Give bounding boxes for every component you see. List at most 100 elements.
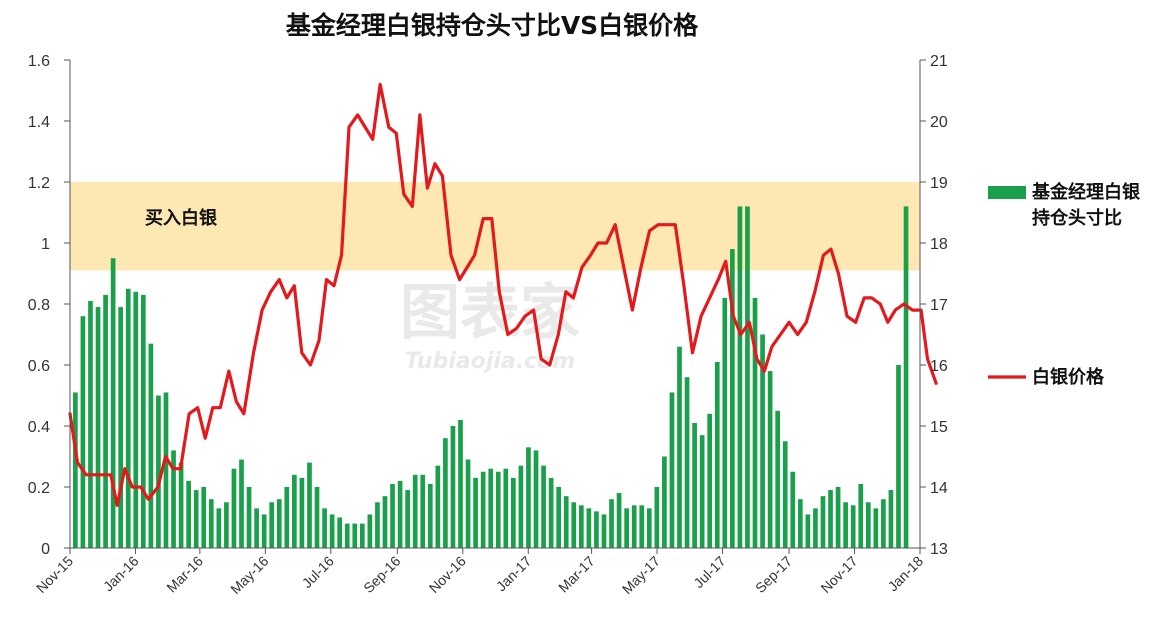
- bar: [790, 471, 796, 548]
- bar: [835, 487, 841, 548]
- left-tick-label: 0: [41, 541, 50, 558]
- bar: [239, 459, 244, 548]
- x-tick-label: May-16: [227, 553, 271, 597]
- right-tick-label: 14: [930, 480, 948, 497]
- bar: [397, 480, 403, 548]
- x-tick-label: Nov-16: [426, 553, 469, 596]
- bar: [563, 496, 569, 548]
- bar: [216, 508, 222, 548]
- bar: [420, 474, 426, 548]
- bar: [654, 487, 660, 548]
- silver-price-line: [68, 82, 938, 507]
- x-tick-label: Sep-16: [360, 553, 403, 596]
- bar: [254, 508, 259, 548]
- bar: [375, 502, 380, 548]
- right-tick-label: 15: [930, 419, 948, 436]
- bar: [646, 508, 652, 548]
- bar: [299, 477, 305, 548]
- bar: [337, 517, 343, 548]
- bar: [156, 395, 161, 548]
- bar: [820, 496, 826, 548]
- bar: [276, 499, 282, 548]
- right-tick-label: 13: [930, 541, 948, 558]
- left-tick-label: 1.4: [28, 114, 50, 131]
- bar: [73, 392, 78, 548]
- chart-title: 基金经理白银持仓头寸比VS白银价格: [286, 11, 699, 40]
- bar: [344, 523, 350, 548]
- bar: [465, 459, 471, 548]
- bar: [125, 288, 131, 548]
- bar: [133, 291, 139, 548]
- bar: [707, 413, 713, 548]
- left-tick-label: 0.6: [28, 358, 50, 375]
- bar: [745, 206, 750, 548]
- bar: [813, 508, 818, 548]
- bar: [473, 477, 478, 548]
- bar: [367, 514, 373, 548]
- bar: [186, 480, 191, 548]
- bar: [594, 511, 599, 548]
- bar: [639, 505, 645, 548]
- bar: [450, 426, 456, 548]
- bar: [511, 477, 516, 548]
- bar: [178, 462, 184, 548]
- x-tick-label: Jul-17: [690, 553, 728, 591]
- bar: [616, 493, 622, 548]
- left-tick-label: 0.4: [28, 419, 50, 436]
- right-tick-label: 21: [930, 53, 948, 70]
- bar: [843, 502, 848, 548]
- bar: [458, 419, 463, 548]
- bar: [903, 206, 909, 548]
- bar: [495, 471, 501, 548]
- bar: [888, 490, 894, 548]
- bar: [541, 465, 546, 548]
- bar: [103, 294, 108, 548]
- bar: [269, 502, 275, 548]
- left-tick-label: 1.6: [28, 53, 50, 70]
- watermark: 图表家 Tubiaojia.com: [400, 278, 580, 374]
- right-tick-label: 16: [930, 358, 948, 375]
- bar: [624, 508, 629, 548]
- bar: [571, 502, 577, 548]
- legend-label-bars-line1: 基金经理白银: [1031, 181, 1141, 203]
- bar: [261, 514, 267, 548]
- bar: [722, 297, 728, 548]
- bar: [110, 258, 116, 548]
- bar: [601, 514, 607, 548]
- bar: [284, 487, 290, 548]
- x-tick-label: Nov-15: [33, 553, 76, 596]
- bar: [427, 483, 433, 548]
- bar: [828, 490, 833, 548]
- bar: [548, 477, 554, 548]
- x-tick-label: Jan-17: [493, 553, 535, 595]
- bar: [556, 487, 562, 548]
- bar: [752, 297, 758, 548]
- bar: [896, 365, 901, 548]
- bar: [292, 474, 297, 548]
- bar-series-layer: [73, 206, 909, 548]
- bar: [737, 206, 743, 548]
- bar: [775, 410, 781, 548]
- left-tick-label: 1: [41, 236, 50, 253]
- bar: [224, 502, 229, 548]
- bar: [503, 468, 509, 548]
- bar: [805, 514, 811, 548]
- legend-label-bars: 基金经理白银持仓头寸比: [1031, 181, 1141, 229]
- bar: [865, 502, 871, 548]
- x-tick-label: Jan-18: [885, 553, 927, 595]
- bar: [359, 523, 365, 548]
- bar: [405, 490, 410, 548]
- bar: [692, 422, 697, 548]
- bar: [662, 456, 667, 548]
- right-tick-label: 18: [930, 236, 948, 253]
- bar: [730, 249, 735, 548]
- bar: [858, 483, 864, 548]
- x-tick-label: Mar-17: [555, 553, 598, 596]
- watermark-main: 图表家: [400, 278, 580, 348]
- bar: [88, 300, 93, 548]
- bar: [307, 462, 312, 548]
- right-tick-label: 17: [930, 297, 948, 314]
- legend-label-bars-line2: 持仓头寸比: [1032, 207, 1122, 229]
